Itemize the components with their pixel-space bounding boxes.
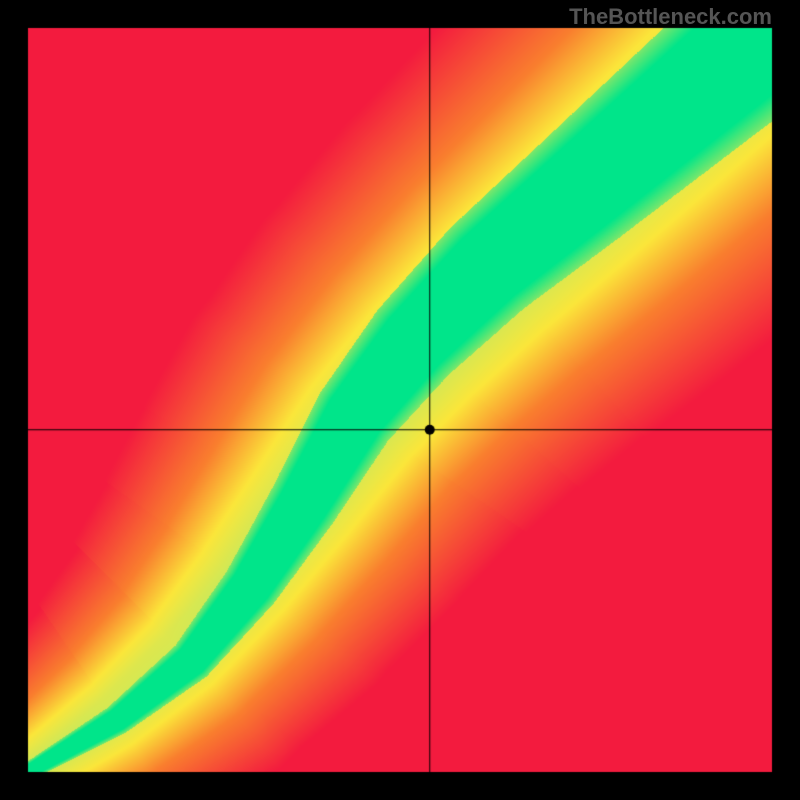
heatmap-canvas xyxy=(0,0,800,800)
watermark-text: TheBottleneck.com xyxy=(569,4,772,30)
chart-container: TheBottleneck.com xyxy=(0,0,800,800)
